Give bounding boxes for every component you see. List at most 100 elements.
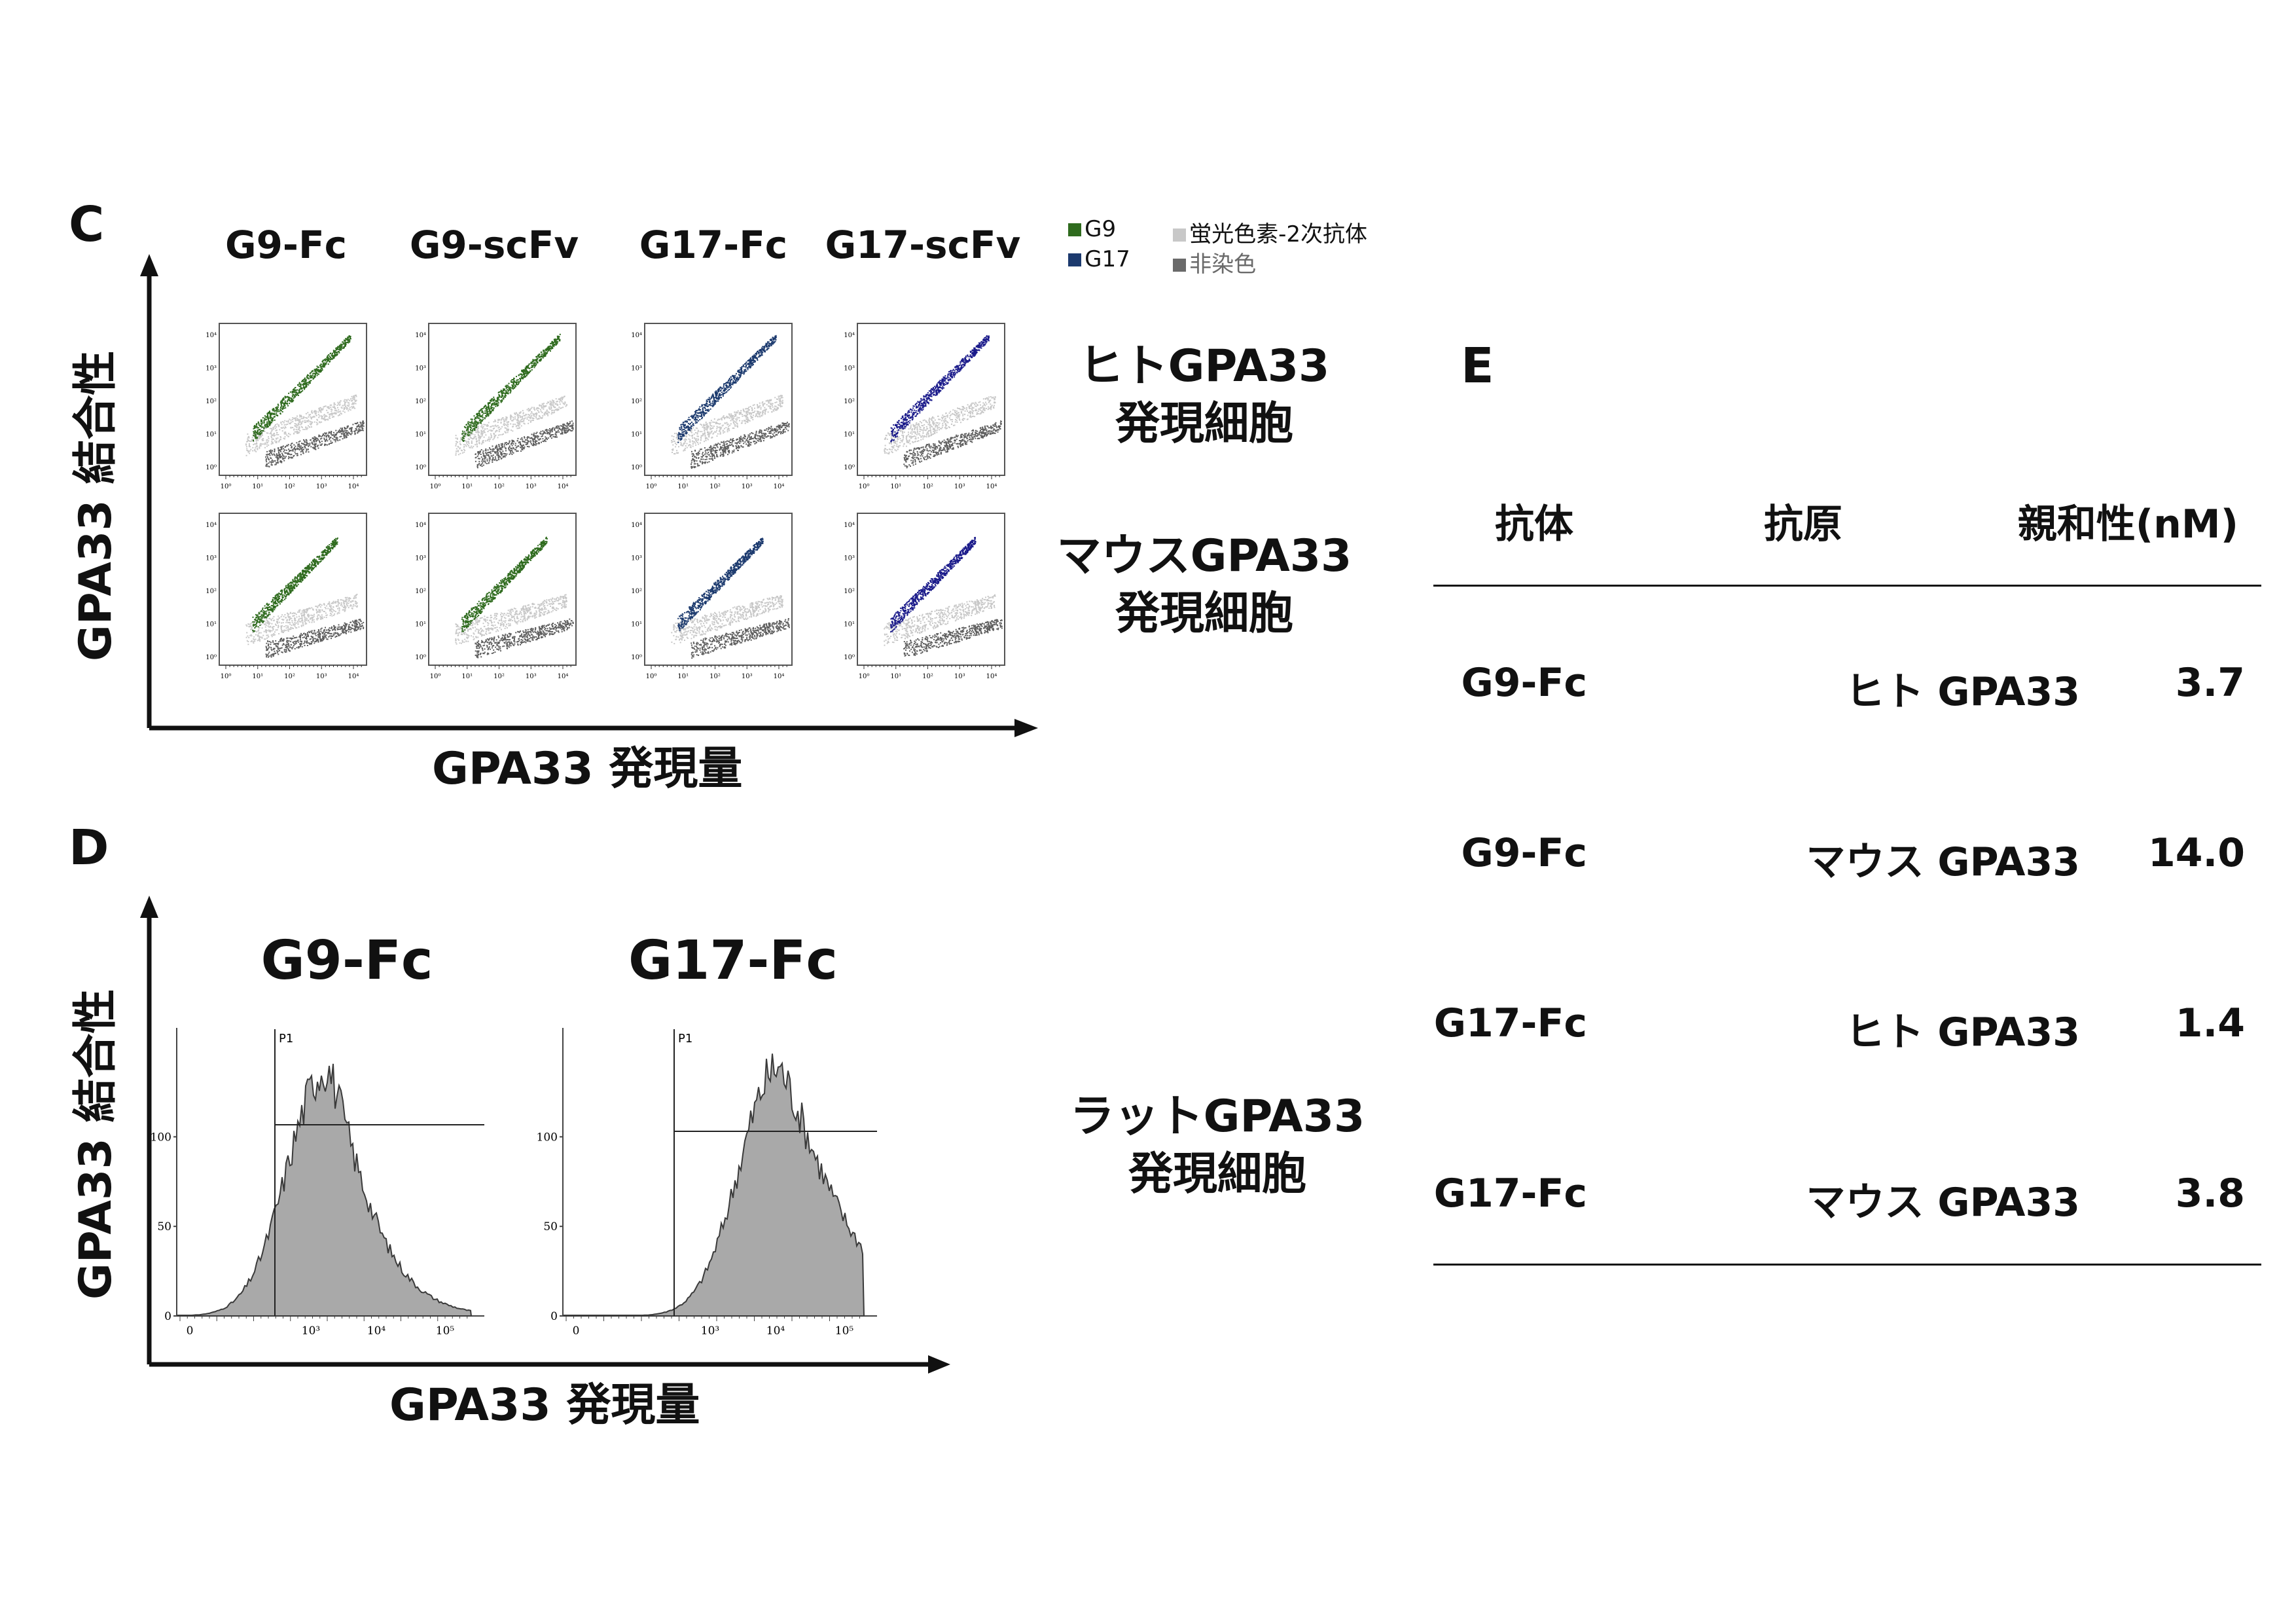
x-tick-label: 0 xyxy=(573,1324,580,1338)
dot-plot: 10⁰ 10⁰ 10¹ 10¹ 10² 10² 10³ 10³ 10⁴ 10⁴ xyxy=(631,513,793,680)
unstained-population xyxy=(691,422,790,469)
secondary-antibody-population xyxy=(455,395,567,456)
y-tick-label: 10¹ xyxy=(631,621,642,629)
y-tick-label: 10⁰ xyxy=(415,464,426,471)
x-tick-label: 10³ xyxy=(302,1324,320,1338)
x-tick-label: 10³ xyxy=(316,673,327,680)
y-tick-label: 0 xyxy=(164,1310,171,1323)
y-tick-label: 10⁰ xyxy=(631,654,642,661)
y-tick-label: 10² xyxy=(206,588,217,595)
unstained-population xyxy=(903,420,1002,469)
unstained-population xyxy=(265,619,365,658)
x-tick-label: 10³ xyxy=(701,1324,719,1338)
y-tick-label: 10³ xyxy=(844,555,855,562)
x-tick-label: 10⁵ xyxy=(835,1324,854,1338)
y-tick-label: 10¹ xyxy=(415,431,426,439)
x-tick-label: 10³ xyxy=(742,483,753,490)
x-tick-label: 10⁴ xyxy=(558,483,569,490)
table-row: G17-Fc マウス GPA33 3.8 xyxy=(1433,1171,2245,1226)
column-title-g17-scfv: G17-scFv xyxy=(825,223,1021,267)
unstained-population xyxy=(691,618,790,659)
dot-plot: 10⁰ 10⁰ 10¹ 10¹ 10² 10² 10³ 10³ 10⁴ 10⁴ xyxy=(415,513,577,680)
affinity-table: 抗体 抗原 親和性(nM) G9-Fc ヒト GPA33 3.7 G9-Fc マ… xyxy=(1433,484,2265,1270)
secondary-antibody-population xyxy=(671,395,783,455)
y-tick-label: 10⁰ xyxy=(206,654,217,661)
antibody-binding-population xyxy=(677,335,777,443)
x-tick-label: 10¹ xyxy=(252,483,263,490)
histogram-title-g9-fc: G9-Fc xyxy=(260,930,433,992)
x-tick-label: 10³ xyxy=(316,483,327,490)
legend-swatch xyxy=(1173,259,1186,272)
plot-frame xyxy=(219,323,367,476)
antibody-binding-population xyxy=(677,538,764,632)
secondary-antibody-population xyxy=(884,396,996,454)
x-tick-label: 10⁰ xyxy=(221,483,232,490)
panel-c-x-axis-label: GPA33 発現量 xyxy=(432,743,743,795)
row-label-rat: ラットGPA33 発現細胞 xyxy=(1069,1091,1365,1200)
unstained-population xyxy=(903,619,1003,657)
y-tick-label: 10³ xyxy=(415,555,426,562)
table-row: G9-Fc マウス GPA33 14.0 xyxy=(1461,830,2245,885)
histogram-plot: 100 50 0 0 10³ 10⁴ 10⁵ P1 xyxy=(151,1028,484,1338)
column-title-g17-fc: G17-Fc xyxy=(639,223,788,267)
legend-item-g17: G17 xyxy=(1068,246,1130,272)
table-header-antibody: 抗体 xyxy=(1495,501,1573,547)
antibody-binding-population xyxy=(461,333,561,442)
x-tick-label: 10³ xyxy=(954,483,965,490)
table-row: G17-Fc ヒト GPA33 1.4 xyxy=(1433,1000,2245,1055)
y-tick-label: 10¹ xyxy=(844,431,855,439)
x-tick-label: 10² xyxy=(493,483,505,490)
y-tick-label: 10² xyxy=(415,398,426,405)
histogram-title-g17-fc: G17-Fc xyxy=(628,930,838,992)
x-tick-label: 10⁴ xyxy=(774,483,785,490)
antibody-binding-population xyxy=(253,335,351,442)
plot-frame xyxy=(644,323,793,476)
secondary-antibody-population xyxy=(884,594,996,646)
table-row: G9-Fc ヒト GPA33 3.7 xyxy=(1461,660,2245,715)
legend-item-unstained: 非染色 xyxy=(1173,246,1256,278)
legend-swatch xyxy=(1173,228,1186,242)
x-tick-label: 10² xyxy=(922,673,933,680)
y-tick-label: 10² xyxy=(631,398,642,405)
antibody-binding-population xyxy=(461,536,548,632)
antibody-binding-population xyxy=(890,537,977,632)
legend-item-secondary-antibody: 蛍光色素-2次抗体 xyxy=(1173,216,1367,248)
legend-item-g9: G9 xyxy=(1068,216,1116,242)
unstained-population xyxy=(265,420,365,467)
y-tick-label: 10⁴ xyxy=(844,522,855,529)
table-top-rule xyxy=(1433,585,2261,587)
y-tick-label: 10³ xyxy=(631,365,642,373)
x-tick-label: 10⁴ xyxy=(986,673,997,680)
x-tick-label: 10¹ xyxy=(461,483,473,490)
y-tick-label: 10⁴ xyxy=(206,522,217,529)
x-tick-label: 10⁵ xyxy=(436,1324,455,1338)
histogram-area xyxy=(564,1053,865,1317)
y-tick-label: 10³ xyxy=(415,365,426,373)
y-tick-label: 10³ xyxy=(206,555,217,562)
panel-d-y-axis-label: GPA33 結合性 xyxy=(70,989,122,1300)
x-tick-label: 10³ xyxy=(954,673,965,680)
gate-label: P1 xyxy=(678,1032,692,1046)
dot-plot: 10⁰ 10⁰ 10¹ 10¹ 10² 10² 10³ 10³ 10⁴ 10⁴ xyxy=(206,323,367,490)
x-tick-label: 10² xyxy=(922,483,933,490)
dot-plot: 10⁰ 10⁰ 10¹ 10¹ 10² 10² 10³ 10³ 10⁴ 10⁴ xyxy=(631,323,793,490)
y-tick-label: 10⁰ xyxy=(206,464,217,471)
y-tick-label: 100 xyxy=(151,1131,171,1144)
legend-swatch xyxy=(1068,223,1081,236)
y-tick-label: 10³ xyxy=(206,365,217,373)
y-tick-label: 10² xyxy=(844,398,855,405)
legend-swatch xyxy=(1068,253,1081,266)
x-tick-label: 10⁴ xyxy=(766,1324,785,1338)
x-tick-label: 10¹ xyxy=(461,673,473,680)
x-tick-label: 10¹ xyxy=(890,673,901,680)
x-tick-label: 10¹ xyxy=(677,673,689,680)
antibody-binding-population xyxy=(890,335,990,443)
y-tick-label: 50 xyxy=(543,1220,558,1233)
x-tick-label: 10⁰ xyxy=(430,483,441,490)
x-tick-label: 10⁴ xyxy=(348,673,359,680)
y-tick-label: 0 xyxy=(550,1310,558,1323)
panel-d-letter: D xyxy=(69,820,109,876)
y-tick-label: 50 xyxy=(157,1220,171,1233)
y-tick-label: 100 xyxy=(537,1131,558,1144)
x-tick-label: 10¹ xyxy=(677,483,689,490)
